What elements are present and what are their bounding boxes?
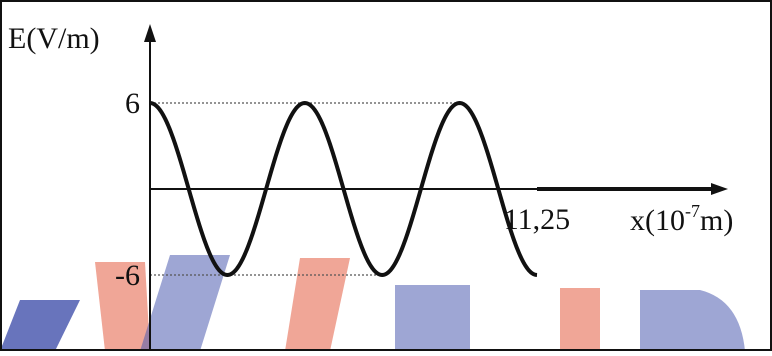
y-axis-arrowhead bbox=[144, 24, 156, 42]
x-axis-arrowhead bbox=[711, 183, 728, 195]
watermark bbox=[0, 255, 745, 351]
y-axis-label: E(V/m) bbox=[8, 22, 100, 55]
x-axis-label-exponent: -7 bbox=[685, 201, 700, 221]
watermark-red-stroke-1 bbox=[95, 262, 150, 351]
watermark-blue-stroke-2 bbox=[140, 255, 230, 351]
watermark-red-stroke-2 bbox=[285, 258, 350, 351]
x-axis-label: x(10-7m) bbox=[630, 201, 733, 237]
watermark-blue-stroke-4 bbox=[640, 290, 745, 351]
x-tick-label: 11,25 bbox=[504, 203, 570, 236]
watermark-blue-stroke-1 bbox=[0, 300, 80, 351]
x-tick-labels: 11,25 bbox=[504, 203, 570, 236]
y-tick-label: 6 bbox=[125, 87, 140, 120]
watermark-red-stroke-3 bbox=[560, 288, 600, 351]
x-axis-label-tail: m) bbox=[700, 204, 733, 237]
y-tick-labels: 6 -6 bbox=[115, 87, 140, 292]
watermark-blue-stroke-3 bbox=[395, 285, 470, 351]
y-tick-label: -6 bbox=[115, 259, 140, 292]
wave-curve bbox=[148, 101, 539, 277]
x-axis-label-main: x(10 bbox=[630, 204, 685, 237]
